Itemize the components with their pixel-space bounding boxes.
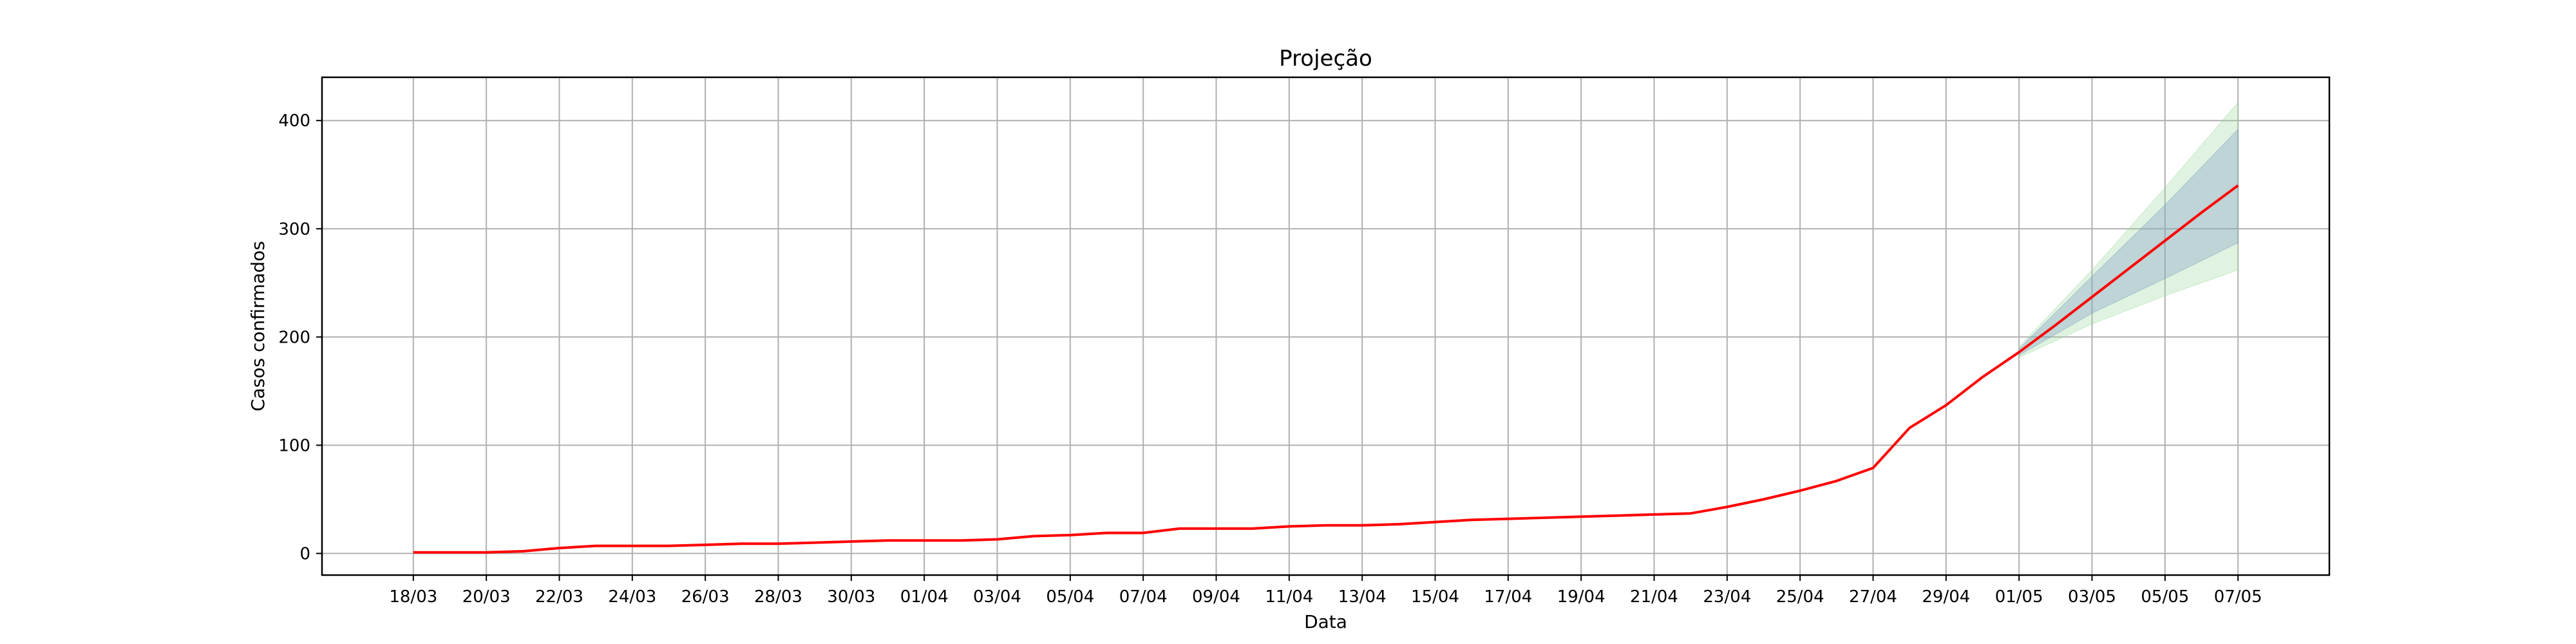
x-axis-title: Data [1304, 611, 1347, 632]
x-tick-label: 22/03 [535, 587, 583, 607]
x-tick-label: 05/05 [2141, 587, 2189, 607]
y-tick-label: 300 [278, 220, 310, 239]
x-tick-label: 19/04 [1557, 587, 1605, 607]
x-tick-label: 15/04 [1411, 587, 1459, 607]
plot-frame [321, 76, 2331, 576]
x-tick-label: 01/04 [900, 587, 949, 607]
y-tick-label: 100 [278, 436, 310, 455]
y-tick-label: 0 [299, 544, 310, 564]
confidence-band [2018, 128, 2239, 356]
confidence-band [2018, 101, 2239, 359]
x-tick-label: 28/03 [754, 587, 802, 607]
x-tick-label: 09/04 [1192, 587, 1240, 607]
y-axis-ticks: 0 100 200 300 400 [278, 111, 322, 564]
x-tick-label: 03/05 [2068, 587, 2116, 607]
x-tick-label: 05/04 [1046, 587, 1094, 607]
x-tick-label: 20/03 [462, 587, 511, 607]
grid [322, 77, 2329, 575]
x-tick-label: 30/03 [827, 587, 875, 607]
y-axis-title: Casos confirmados [247, 241, 269, 412]
x-tick-label: 13/04 [1338, 587, 1387, 607]
x-tick-label: 17/04 [1484, 587, 1532, 607]
x-tick-label: 26/03 [681, 587, 730, 607]
x-tick-label: 21/04 [1630, 587, 1678, 607]
x-tick-label: 23/04 [1703, 587, 1751, 607]
x-tick-label: 25/04 [1776, 587, 1824, 607]
x-tick-label: 11/04 [1265, 587, 1313, 607]
x-tick-label: 18/03 [389, 587, 437, 607]
confidence-bands [2018, 101, 2239, 359]
y-tick-label: 400 [278, 111, 310, 131]
x-tick-label: 07/05 [2214, 587, 2262, 607]
x-tick-label: 29/04 [1922, 587, 1970, 607]
series-layer [413, 184, 2239, 554]
x-tick-label: 24/03 [608, 587, 656, 607]
series-line [413, 184, 2239, 554]
chart-title: Projeção [1279, 46, 1372, 71]
x-tick-label: 07/04 [1119, 587, 1168, 607]
x-tick-label: 01/05 [1995, 587, 2043, 607]
x-tick-label: 03/04 [973, 587, 1021, 607]
x-axis-ticks: 18/03 20/03 22/03 24/03 26/03 28/03 30/03 01/04… [389, 575, 2262, 607]
y-tick-label: 200 [278, 328, 310, 347]
x-tick-label: 27/04 [1849, 587, 1897, 607]
